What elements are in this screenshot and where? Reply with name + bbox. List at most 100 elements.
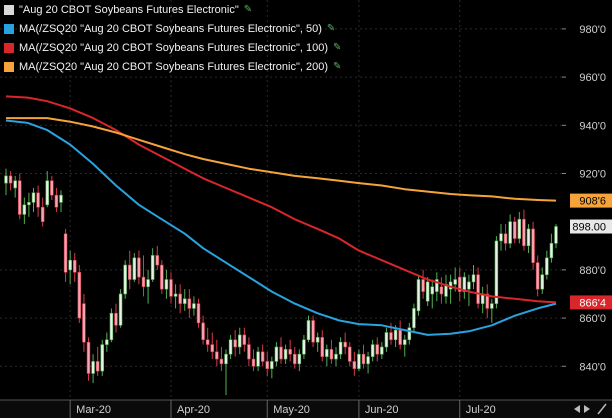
legend-item[interactable]: MA(/ZSQ20 "Aug 20 CBOT Soybeans Futures … (4, 41, 341, 55)
candle[interactable] (320, 330, 324, 362)
candle[interactable] (247, 337, 251, 367)
candle[interactable] (150, 248, 155, 282)
candle[interactable] (22, 197, 27, 225)
candle[interactable] (63, 228, 68, 282)
candle[interactable] (384, 327, 389, 352)
candle[interactable] (192, 296, 196, 316)
candle[interactable] (366, 351, 370, 374)
candle[interactable] (224, 349, 228, 396)
candle[interactable] (458, 267, 462, 302)
chart-settings-icon[interactable]: ✎ (333, 61, 342, 72)
candle[interactable] (412, 303, 416, 333)
candle[interactable] (343, 332, 347, 355)
candle[interactable] (31, 187, 36, 213)
candle[interactable] (54, 187, 59, 213)
legend-item[interactable]: "Aug 20 CBOT Soybeans Futures Electronic… (4, 3, 252, 17)
candle[interactable] (50, 175, 54, 200)
candle[interactable] (169, 272, 173, 304)
candle[interactable] (439, 277, 444, 304)
candle[interactable] (141, 255, 146, 297)
candle[interactable] (100, 339, 104, 376)
candle[interactable] (13, 175, 17, 198)
candle[interactable] (205, 327, 210, 352)
scroll-right-icon[interactable] (584, 405, 590, 413)
candle[interactable] (215, 339, 219, 367)
candle[interactable] (425, 277, 430, 307)
candle[interactable] (490, 298, 494, 323)
candle[interactable] (357, 349, 361, 372)
candle[interactable] (114, 303, 118, 333)
candle[interactable] (508, 214, 512, 249)
candle[interactable] (274, 342, 279, 367)
candle[interactable] (183, 289, 187, 311)
candle[interactable] (526, 224, 531, 254)
ma-line-3[interactable] (6, 117, 557, 202)
candle[interactable] (178, 284, 182, 314)
candle[interactable] (270, 356, 274, 379)
candle[interactable] (251, 349, 256, 372)
candle[interactable] (18, 173, 22, 220)
candle[interactable] (554, 224, 558, 249)
candle[interactable] (68, 250, 72, 285)
candle[interactable] (187, 289, 192, 319)
candle[interactable] (155, 245, 159, 270)
candle[interactable] (513, 216, 517, 244)
candle[interactable] (522, 209, 526, 251)
candle[interactable] (462, 272, 467, 299)
candle[interactable] (8, 171, 13, 191)
candle[interactable] (40, 197, 45, 227)
ma-line-2[interactable] (5, 95, 557, 304)
candle[interactable] (403, 334, 407, 357)
candle[interactable] (338, 337, 343, 360)
candle[interactable] (201, 315, 205, 345)
scroll-arrows[interactable] (574, 403, 607, 415)
candle[interactable] (233, 330, 237, 357)
candle[interactable] (334, 346, 338, 367)
candle[interactable] (288, 339, 292, 362)
candle[interactable] (283, 344, 288, 364)
candle[interactable] (352, 351, 357, 376)
candle[interactable] (471, 265, 476, 290)
candle[interactable] (160, 260, 164, 294)
candle[interactable] (535, 255, 540, 297)
candle[interactable] (485, 284, 489, 319)
candle[interactable] (315, 332, 320, 352)
candle[interactable] (407, 322, 412, 345)
candle[interactable] (219, 346, 224, 372)
scroll-left-icon[interactable] (574, 405, 580, 413)
candle[interactable] (27, 192, 31, 217)
candle[interactable] (380, 342, 384, 360)
candle[interactable] (297, 349, 302, 372)
candle[interactable] (36, 185, 40, 217)
candle[interactable] (164, 269, 169, 299)
candle[interactable] (302, 334, 306, 360)
candle[interactable] (503, 224, 508, 251)
candle[interactable] (325, 344, 329, 367)
candle[interactable] (361, 344, 366, 369)
candle[interactable] (86, 337, 91, 381)
candle[interactable] (531, 221, 535, 270)
candle[interactable] (210, 332, 214, 360)
candle[interactable] (293, 346, 297, 369)
candle[interactable] (329, 339, 334, 364)
candle[interactable] (95, 346, 100, 376)
candle[interactable] (196, 298, 201, 328)
candle[interactable] (109, 308, 114, 343)
candle[interactable] (118, 289, 123, 328)
candle[interactable] (173, 284, 178, 309)
candle[interactable] (370, 339, 375, 362)
candle[interactable] (430, 279, 434, 309)
candle[interactable] (260, 344, 265, 367)
candle[interactable] (91, 354, 95, 384)
candle[interactable] (279, 337, 283, 364)
candle[interactable] (45, 171, 49, 208)
candle[interactable] (146, 269, 150, 304)
candle[interactable] (105, 332, 109, 352)
candle[interactable] (517, 212, 522, 244)
candle[interactable] (73, 253, 77, 282)
chart-settings-icon[interactable]: ✎ (326, 23, 336, 34)
candle[interactable] (549, 233, 554, 263)
candle[interactable] (242, 327, 247, 352)
candle[interactable] (137, 250, 141, 285)
candle[interactable] (256, 346, 260, 372)
